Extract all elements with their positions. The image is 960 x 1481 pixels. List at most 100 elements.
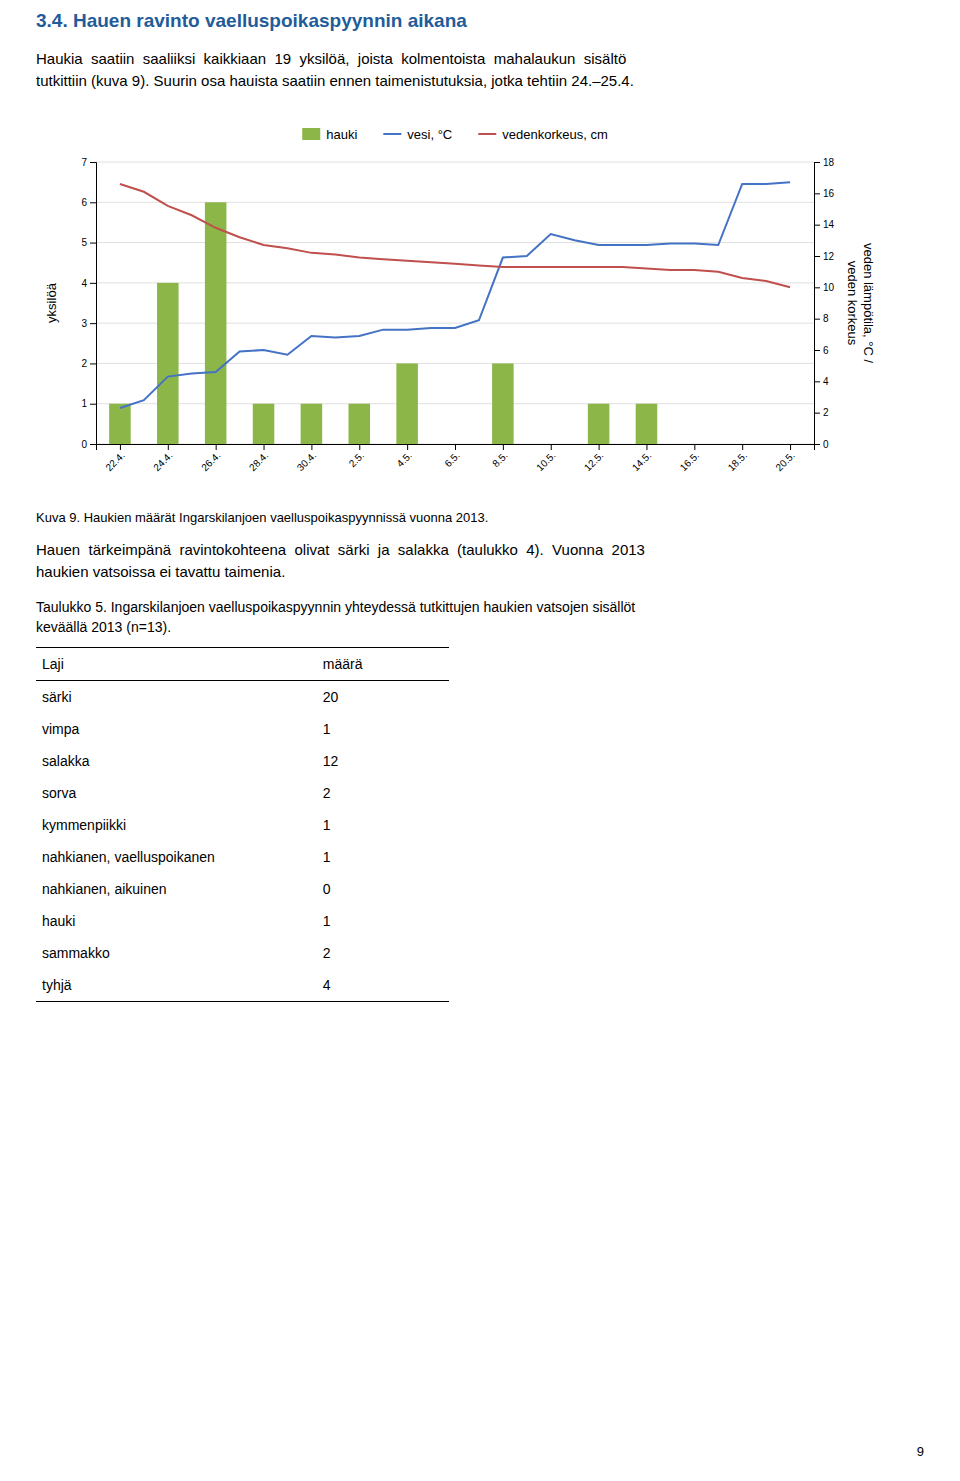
tick-label: 12.5. xyxy=(582,450,606,474)
tick: 18.5. xyxy=(726,444,750,473)
tick: 7 xyxy=(81,157,96,168)
table-cell: 20 xyxy=(317,681,449,714)
tick-mark xyxy=(407,444,408,450)
table-caption-line: Taulukko 5. Ingarskilanjoen vaelluspoika… xyxy=(36,597,924,617)
tick: 4 xyxy=(81,278,96,289)
tick-mark xyxy=(359,444,360,450)
body-text: Haukia saatiin saaliiksi kaikkiaan 19 yk… xyxy=(36,48,924,70)
axis-line xyxy=(97,445,815,451)
tick-label: 8 xyxy=(823,313,829,324)
bar xyxy=(348,404,370,444)
bar xyxy=(205,202,227,444)
legend-item: vedenkorkeus, cm xyxy=(478,127,608,142)
table-row: kymmenpiikki1 xyxy=(36,809,449,841)
bar xyxy=(588,404,610,444)
legend-item: hauki xyxy=(302,127,357,142)
bar xyxy=(540,444,562,445)
table-cell: salakka xyxy=(36,745,317,777)
tick-mark xyxy=(90,363,96,364)
legend-label: vedenkorkeus, cm xyxy=(502,127,608,142)
bar xyxy=(492,363,514,444)
tick: 16.5. xyxy=(678,444,702,473)
tick-mark xyxy=(814,193,820,194)
tick-label: 4.5. xyxy=(394,450,414,470)
table-row: tyhjä4 xyxy=(36,969,449,1002)
tick-label: 18 xyxy=(823,157,835,168)
tick-label: 5 xyxy=(81,237,87,248)
table-cell: nahkianen, vaelluspoikanen xyxy=(36,841,317,873)
table-header: Lajimäärä xyxy=(36,648,449,681)
table-caption: Taulukko 5. Ingarskilanjoen vaelluspoika… xyxy=(36,597,924,637)
table-cell: 0 xyxy=(317,873,449,905)
tick-mark xyxy=(814,350,820,351)
tick-label: 0 xyxy=(823,439,829,450)
tick-label: 18.5. xyxy=(726,450,750,474)
grid-line xyxy=(96,403,814,404)
table-row: sammakko2 xyxy=(36,937,449,969)
tick-label: 20.5. xyxy=(773,450,797,474)
y2-axis-title: veden lämpötila, °C /veden korkeus xyxy=(845,243,876,363)
tick-mark xyxy=(264,444,265,450)
tick-label: 6 xyxy=(81,197,87,208)
tick-mark xyxy=(90,323,96,324)
tick: 6.5. xyxy=(442,444,462,469)
bar xyxy=(301,404,323,444)
line xyxy=(120,184,790,287)
body-text: haukien vatsoissa ei tavattu taimenia. xyxy=(36,561,924,583)
tick-mark xyxy=(551,444,552,450)
tick: 28.4. xyxy=(247,444,271,473)
tick-mark xyxy=(90,283,96,284)
tick-mark xyxy=(814,162,820,163)
table-row: nahkianen, vaelluspoikanen1 xyxy=(36,841,449,873)
grid-line xyxy=(96,162,814,163)
tick: 12.5. xyxy=(582,444,606,473)
bar xyxy=(109,404,131,444)
tick-label: 30.4. xyxy=(295,450,319,474)
table-cell: nahkianen, aikuinen xyxy=(36,873,317,905)
tick-mark xyxy=(455,444,456,450)
tick-mark xyxy=(90,243,96,244)
tick: 12 xyxy=(814,251,835,262)
table-cell: 4 xyxy=(317,969,449,1002)
legend-label: hauki xyxy=(326,127,357,142)
tick-label: 14.5. xyxy=(630,450,654,474)
bar xyxy=(731,444,753,445)
table: Lajimääräsärki20vimpa1salakka12sorva2kym… xyxy=(36,647,449,1002)
table-row: salakka12 xyxy=(36,745,449,777)
tick-label: 2.5. xyxy=(347,450,367,470)
tick-label: 8.5. xyxy=(490,450,510,470)
table-caption-line: keväällä 2013 (n=13). xyxy=(36,617,924,637)
tick-label: 28.4. xyxy=(247,450,271,474)
bar xyxy=(253,404,275,444)
table-row: nahkianen, aikuinen0 xyxy=(36,873,449,905)
page-number: 9 xyxy=(917,1444,924,1459)
bar xyxy=(636,404,658,444)
tick-label: 22.4. xyxy=(103,450,127,474)
tick-label: 6.5. xyxy=(442,450,462,470)
y-axis-title: yksilöä xyxy=(44,282,59,323)
bar xyxy=(779,444,801,445)
table-cell: 12 xyxy=(317,745,449,777)
tick-label: 10 xyxy=(823,282,835,293)
tick: 1 xyxy=(81,398,96,409)
tick-label: 1 xyxy=(81,398,87,409)
table-cell: sammakko xyxy=(36,937,317,969)
tick: 26.4. xyxy=(199,444,223,473)
tick-mark xyxy=(814,287,820,288)
tick-mark xyxy=(90,202,96,203)
y-axis: 01234567 xyxy=(81,157,96,450)
table-cell: 1 xyxy=(317,713,449,745)
line xyxy=(120,182,790,408)
tick: 14 xyxy=(814,219,835,230)
tick: 0 xyxy=(81,439,96,450)
tick-label: 16 xyxy=(823,188,835,199)
tick: 4.5. xyxy=(394,444,414,469)
bar xyxy=(444,444,466,445)
tick-mark xyxy=(599,444,600,450)
tick-mark xyxy=(90,444,96,445)
legend: haukivesi, °Cvedenkorkeus, cm xyxy=(302,127,608,142)
tick: 30.4. xyxy=(295,444,319,473)
grid-line xyxy=(96,282,814,283)
table-cell: sorva xyxy=(36,777,317,809)
tick: 4 xyxy=(814,376,829,387)
